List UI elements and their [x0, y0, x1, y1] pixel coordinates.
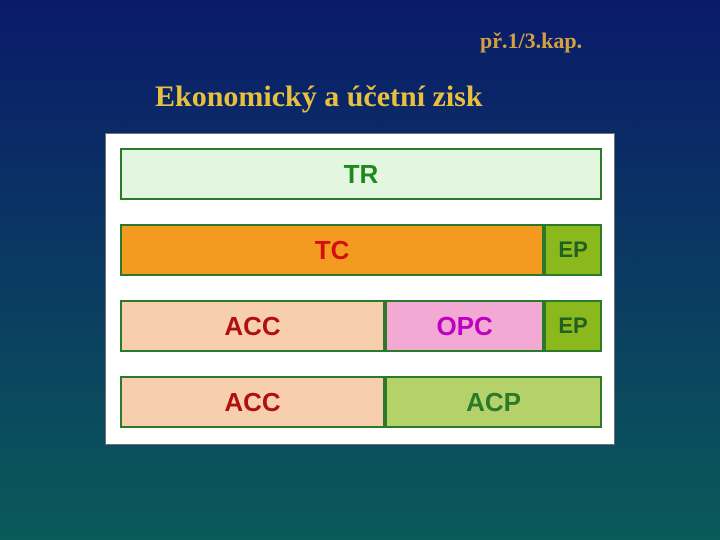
slide-title: Ekonomický a účetní zisk: [155, 80, 483, 114]
diagram-segment: EP: [544, 224, 602, 276]
diagram-segment: TR: [120, 148, 602, 200]
header-note: př.1/3.kap.: [480, 28, 582, 54]
slide: př.1/3.kap. Ekonomický a účetní zisk TR T…: [0, 0, 720, 540]
diagram-panel: TRTCEPACCOPCEPACCACP: [105, 133, 615, 445]
diagram-row: ACCACP: [120, 376, 602, 428]
diagram-segment: ACP: [385, 376, 602, 428]
diagram-segment: TC: [120, 224, 544, 276]
diagram-row: TR: [120, 148, 602, 200]
diagram-row: TCEP: [120, 224, 602, 276]
diagram-segment: OPC: [385, 300, 544, 352]
diagram-row: ACCOPCEP: [120, 300, 602, 352]
diagram-segment: EP: [544, 300, 602, 352]
diagram-segment: ACC: [120, 376, 385, 428]
diagram-segment: ACC: [120, 300, 385, 352]
